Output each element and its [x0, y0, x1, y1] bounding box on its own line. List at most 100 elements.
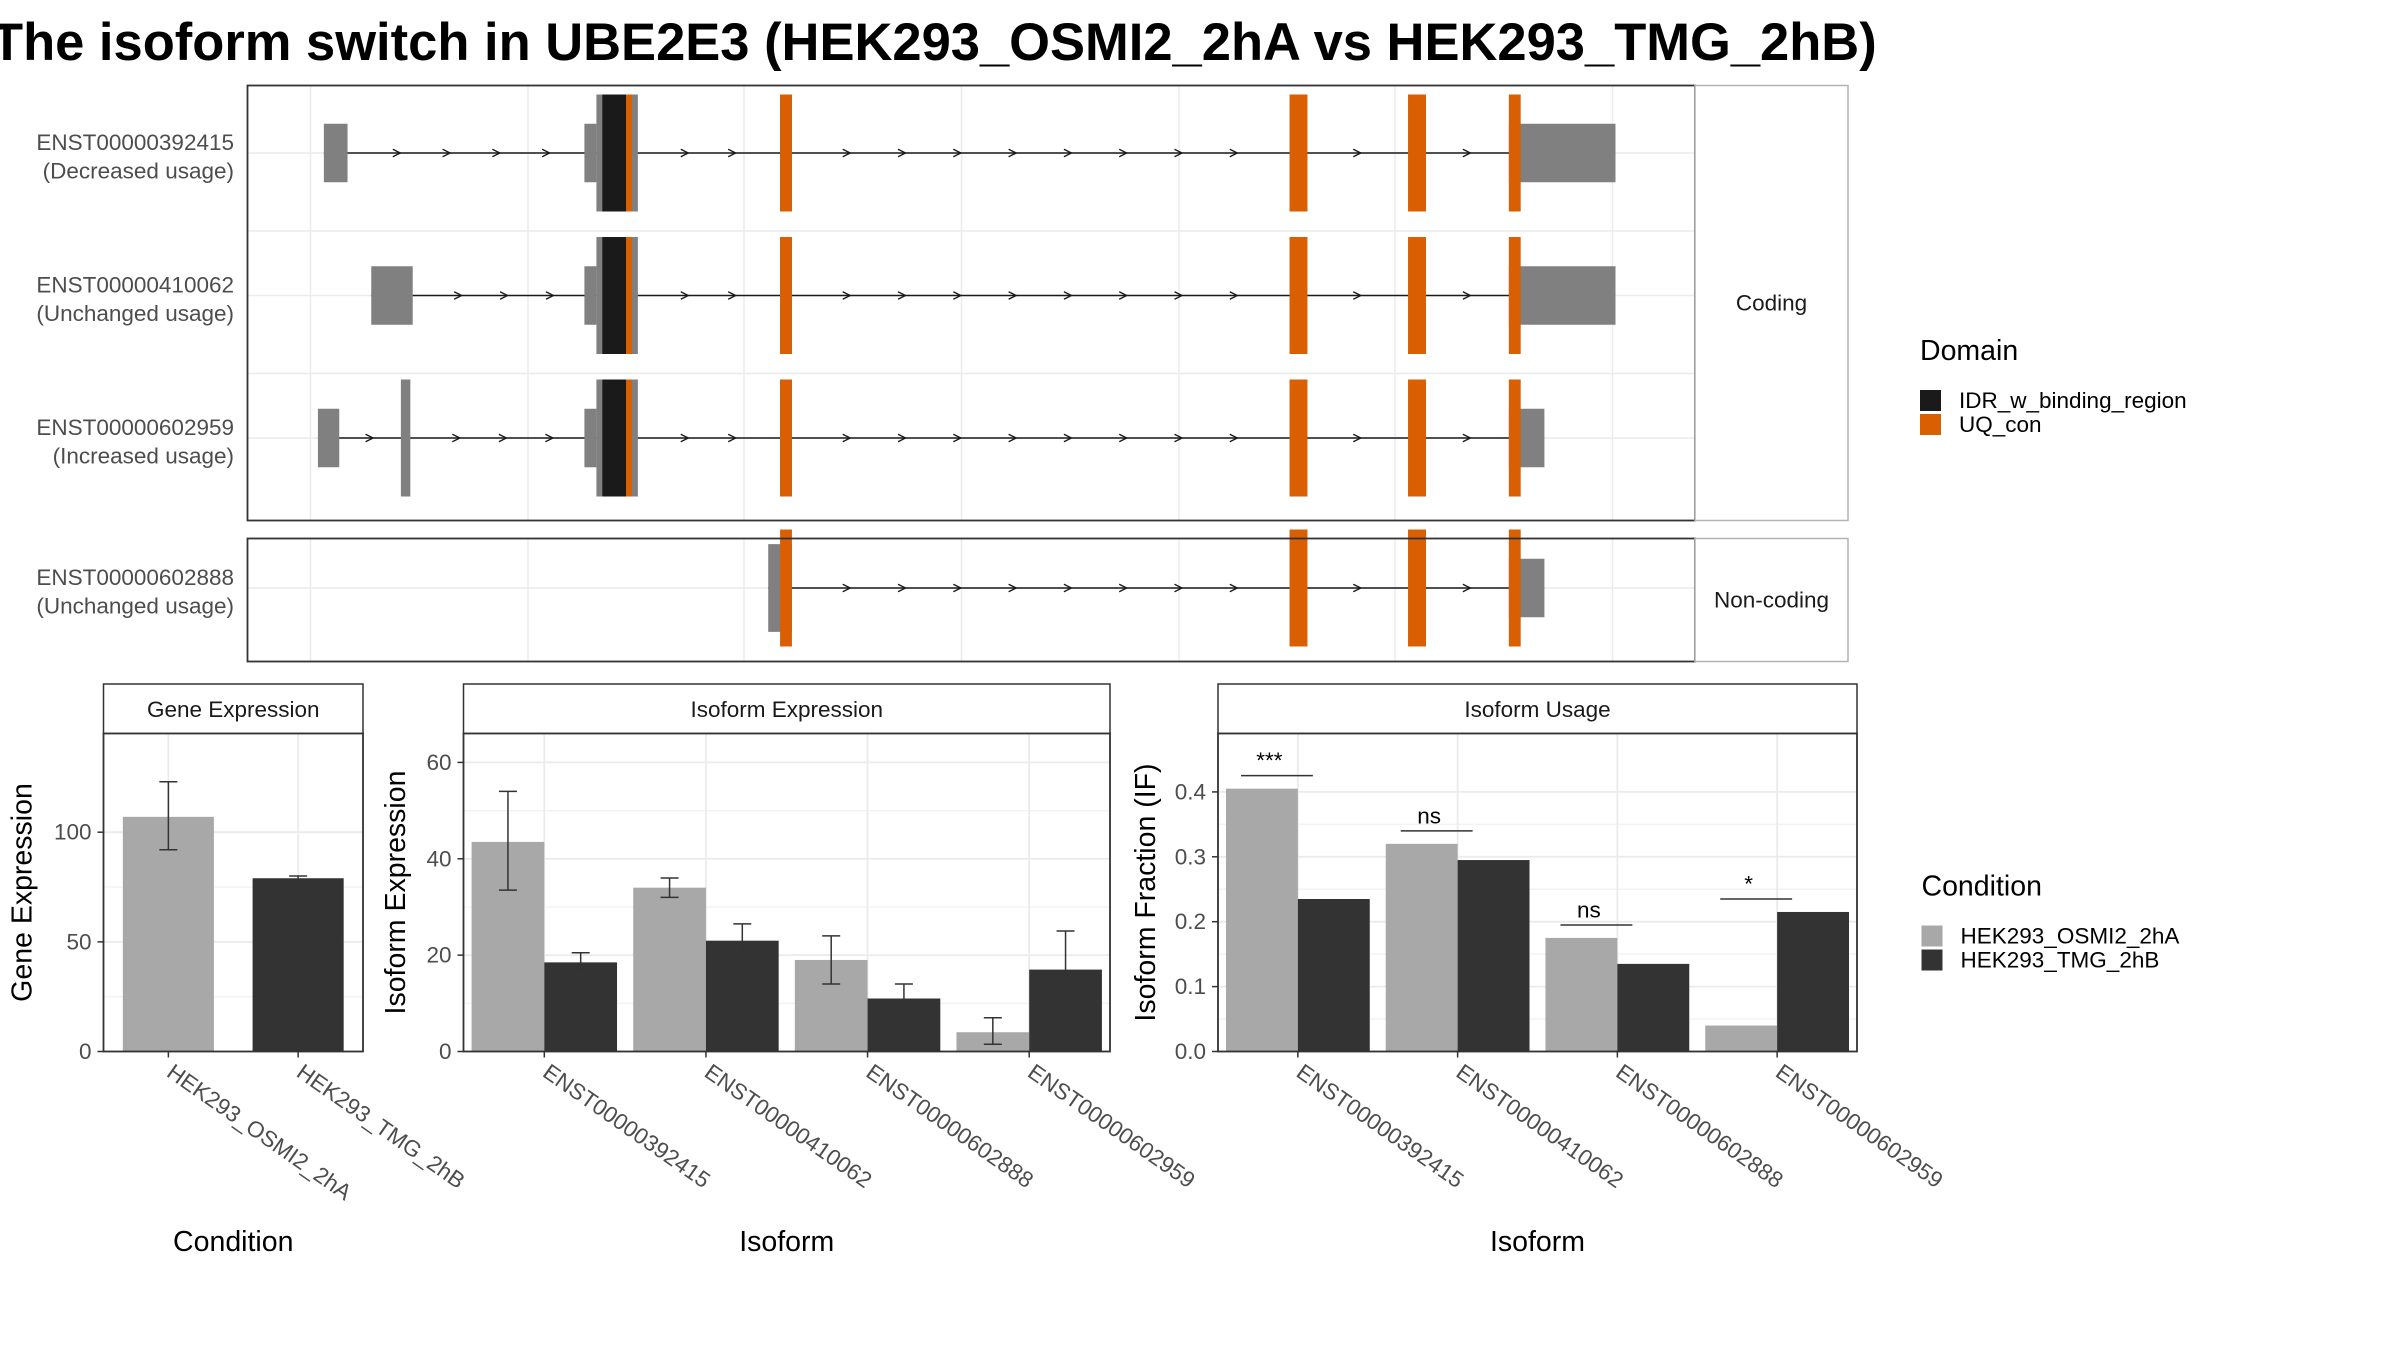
domain-legend-key	[1920, 390, 1941, 411]
intron-arrow	[842, 291, 852, 300]
intron-arrow	[1008, 291, 1018, 300]
chart-xtick-label: ENST00000602959	[1771, 1059, 1947, 1193]
uq-con-domain	[1508, 94, 1521, 212]
transcript-track	[371, 237, 1616, 354]
transcript-usage-label: (Increased usage)	[53, 444, 234, 469]
uq-con-domain	[1508, 379, 1521, 497]
exon-utr	[584, 123, 597, 183]
facet-strip	[1694, 84, 1849, 522]
chart-border	[1217, 732, 1858, 1053]
chart-ylabel: Isoform Fraction (IF)	[1130, 763, 1162, 1021]
intron-arrow	[1462, 291, 1472, 300]
uq-con-domain	[626, 237, 632, 354]
intron-arrow	[1118, 583, 1129, 593]
domain-legend-title: Domain	[1920, 335, 2018, 367]
intron-arrow	[727, 148, 738, 158]
significance-label: ***	[1256, 748, 1283, 773]
condition-legend-key	[1921, 949, 1943, 971]
uq-con-domain	[1408, 529, 1426, 647]
intron-arrow	[842, 433, 852, 443]
chart-ytick-label: 0.4	[1175, 779, 1206, 804]
transcript-id-label: ENST00000602959	[36, 415, 234, 440]
chart-xtick-label: ENST00000392415	[1292, 1059, 1468, 1193]
exon-block	[323, 123, 348, 183]
idr-domain	[602, 379, 627, 497]
chart-bar	[1457, 860, 1530, 1052]
chart-ytick-label: 0.3	[1175, 844, 1206, 869]
uq-con-domain	[1408, 237, 1426, 354]
chart-ytick-label: 50	[66, 929, 91, 954]
intron-arrow	[545, 433, 555, 443]
intron-arrow	[680, 291, 690, 300]
chart-ytick-label: 20	[426, 943, 451, 968]
chart-bar	[705, 940, 779, 1052]
intron-arrow	[541, 148, 552, 158]
chart-bar	[1705, 1025, 1778, 1052]
chart-xtick-label: ENST00000410062	[700, 1059, 876, 1193]
exon-block	[317, 408, 340, 468]
intron-arrow	[953, 583, 963, 593]
intron-arrow	[392, 148, 402, 158]
intron-arrow	[452, 433, 462, 443]
chart-ylabel: Isoform Expression	[380, 771, 412, 1015]
idr-domain	[602, 237, 627, 354]
chart-ytick-label: 0.0	[1175, 1039, 1206, 1064]
condition-legend-title: Condition	[1922, 871, 2042, 903]
chart-bar	[1385, 843, 1458, 1052]
condition-legend-key	[1921, 925, 1943, 947]
chart-title: Gene Expression	[147, 697, 320, 722]
uq-con-domain	[1508, 237, 1521, 354]
intron-arrow	[1462, 148, 1472, 158]
intron-arrow	[442, 148, 452, 158]
uq-con-domain	[1508, 529, 1521, 647]
domain-legend-label: UQ_con	[1959, 412, 2042, 437]
chart-xlabel: Condition	[173, 1226, 293, 1258]
chart-ytick-label: 40	[426, 846, 451, 871]
intron-arrow	[499, 291, 510, 300]
intron-arrow	[365, 433, 375, 443]
intron-arrow	[1174, 148, 1184, 158]
facet-strip	[1694, 537, 1849, 663]
domain-legend-key	[1920, 414, 1941, 435]
chart-xlabel: Isoform	[1490, 1226, 1585, 1258]
chart-xtick-label: ENST00000602959	[1023, 1059, 1199, 1193]
chart-bar	[1777, 911, 1850, 1052]
chart-bar	[544, 962, 618, 1052]
chart-xtick-label: ENST00000392415	[538, 1059, 714, 1193]
intron-arrow	[1008, 433, 1018, 443]
idr-domain	[602, 94, 627, 212]
chart-ytick-label: 0	[79, 1039, 92, 1064]
uq-con-domain	[1289, 94, 1308, 212]
transcript-usage-label: (Decreased usage)	[43, 159, 234, 184]
chart-strip	[1217, 683, 1858, 735]
intron-arrow	[1462, 433, 1472, 443]
structure-panel-bg	[247, 538, 1695, 662]
intron-arrow	[1174, 433, 1184, 443]
intron-arrow	[1174, 291, 1184, 300]
exon-block	[400, 379, 411, 497]
intron-arrow	[453, 291, 464, 300]
chart-strip	[462, 683, 1111, 735]
chart-border	[462, 732, 1111, 1053]
exon-block	[371, 266, 413, 325]
intron-arrow	[1118, 291, 1129, 300]
intron-arrow	[1352, 433, 1363, 443]
intron-arrow	[727, 291, 738, 300]
chart-bar	[122, 816, 214, 1052]
domain-legend-label: IDR_w_binding_region	[1959, 388, 2187, 413]
exon-block	[1508, 266, 1616, 325]
intron-arrow	[1008, 583, 1018, 593]
uq-con-domain	[1289, 379, 1308, 497]
uq-con-domain	[626, 379, 632, 497]
uq-con-domain	[780, 529, 792, 647]
significance-label: *	[1744, 871, 1753, 896]
intron-arrow	[545, 291, 555, 300]
chart-panel-2: Isoform Usage 0.0 0.1 0.2 0.3 0.4 *** ns ns * ENST…	[1130, 683, 1948, 1258]
intron-arrow	[842, 583, 852, 593]
chart-xtick-label: ENST00000602888	[862, 1059, 1038, 1193]
chart-bar	[1617, 963, 1690, 1052]
transcript-usage-label: (Unchanged usage)	[36, 301, 234, 326]
uq-con-domain	[1408, 94, 1426, 212]
